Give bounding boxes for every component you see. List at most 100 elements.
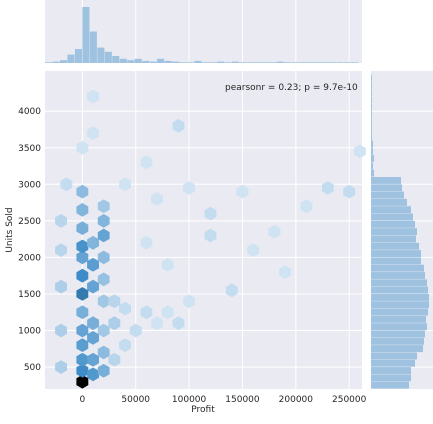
y-tick-label: 1500 xyxy=(18,290,41,300)
hexbin-cell xyxy=(140,155,153,170)
top-marginal-bar xyxy=(142,60,150,63)
right-marginal-bar xyxy=(371,140,373,148)
top-marginal-bar xyxy=(291,62,299,63)
x-tick-label: 100000 xyxy=(172,395,207,405)
top-marginal-bar xyxy=(82,7,90,63)
y-tick-label: 2000 xyxy=(18,253,41,263)
hexbin-cell xyxy=(87,126,99,140)
top-marginal-bar xyxy=(351,62,359,63)
hexbin-cell xyxy=(279,265,292,279)
top-marginal-bar xyxy=(246,62,254,63)
right-marginal-bar xyxy=(371,272,425,279)
right-marginal-bar xyxy=(371,125,372,133)
hexbin-cell xyxy=(161,305,174,320)
top-marginal-bar xyxy=(112,56,120,63)
right-marginal-bar xyxy=(371,301,429,309)
right-marginal-bar xyxy=(371,345,423,353)
hexbin-cell xyxy=(119,177,131,192)
hexbin-cell xyxy=(55,243,67,257)
top-marginal-bar xyxy=(231,61,239,63)
top-marginal-bar xyxy=(299,62,307,63)
right-marginal-bar xyxy=(371,264,424,272)
x-tick-labels: 0 50000 100000 150000 200000 250000 xyxy=(79,395,366,405)
top-marginal-bar xyxy=(321,62,329,63)
hexbin-cell xyxy=(76,305,89,320)
top-marginal-bar xyxy=(343,62,351,63)
hexbin-cell xyxy=(76,287,89,301)
hexbin-cell xyxy=(87,257,99,272)
y-tick-label: 500 xyxy=(24,363,41,373)
right-marginal-bar xyxy=(371,177,401,184)
hexbin-cell xyxy=(97,250,110,265)
right-marginal-bar xyxy=(371,213,413,221)
right-marginal-bar xyxy=(371,235,416,243)
top-marginal-bar xyxy=(97,47,105,63)
top-marginal-bar xyxy=(239,62,247,63)
hexbin-cell xyxy=(300,199,313,214)
hexbin-cell xyxy=(172,316,185,331)
top-marginal-bar xyxy=(89,31,97,63)
hexbin-cell xyxy=(321,181,334,195)
y-tick-label: 2500 xyxy=(18,217,41,227)
hexbin-cell xyxy=(76,250,89,265)
hexbin-cell xyxy=(87,279,99,294)
hexbin-layer xyxy=(55,89,366,389)
hexbin-cell xyxy=(161,257,174,272)
right-marginal-bar xyxy=(371,206,411,214)
right-marginal-bar xyxy=(371,315,426,323)
hexbin-cell xyxy=(151,316,163,331)
hexbin-cell xyxy=(76,140,89,155)
right-marginal-bar xyxy=(371,374,411,382)
hexbin-cell xyxy=(76,323,89,338)
hexbin-cell xyxy=(76,268,89,283)
right-marginal-bar xyxy=(371,74,372,82)
hexbin-cell xyxy=(183,181,195,195)
top-marginal-axes xyxy=(45,0,362,63)
right-marginal-bar xyxy=(371,103,372,111)
hexbin-cell xyxy=(225,283,238,298)
top-marginal-bar xyxy=(336,62,344,63)
hexbin-cell xyxy=(55,323,67,338)
hexbin-cell xyxy=(140,305,153,320)
hexbin-cell xyxy=(268,225,281,239)
top-marginal-bar xyxy=(254,62,262,63)
top-marginal-bar xyxy=(74,49,82,63)
hexbin-cell xyxy=(108,352,121,367)
top-marginal-bar xyxy=(179,62,187,63)
hexbin-cell xyxy=(55,279,67,294)
hexbin-cell xyxy=(55,214,67,228)
hexbin-cell xyxy=(60,177,73,192)
hexbin-cell xyxy=(97,199,110,214)
x-tick-label: 150000 xyxy=(225,395,260,405)
right-marginal-bar xyxy=(371,352,417,360)
right-marginal-bar xyxy=(371,184,402,192)
right-marginal-bar xyxy=(371,118,372,126)
hexbin-cell xyxy=(97,345,110,360)
hexbin-cell xyxy=(76,363,89,378)
right-marginal-bar xyxy=(371,133,372,141)
right-marginal-bar xyxy=(371,198,407,206)
right-marginal-bar xyxy=(371,337,424,345)
right-marginal-bar xyxy=(371,323,427,331)
x-tick-label: 200000 xyxy=(279,395,314,405)
right-marginal-bar xyxy=(371,81,372,89)
hexbin-cell xyxy=(76,221,89,235)
top-marginal-bar xyxy=(224,62,232,63)
top-marginal-bar xyxy=(276,61,284,63)
top-marginal-bar xyxy=(216,61,224,63)
top-marginal-bar xyxy=(134,58,142,63)
y-axis-label: Units Sold xyxy=(5,207,15,252)
hexbin-cell xyxy=(204,228,217,243)
hexbin-cell xyxy=(76,374,89,389)
right-marginal-bar xyxy=(371,381,409,389)
right-marginal-bar xyxy=(371,359,415,367)
hexbin-cell xyxy=(172,119,185,133)
right-marginal-bar xyxy=(371,250,421,258)
top-marginal-bar xyxy=(306,62,314,63)
hexbin-cell xyxy=(87,316,99,331)
hexbin-cell xyxy=(76,203,89,217)
hexbin-cell xyxy=(97,272,110,287)
right-marginal-bar xyxy=(371,155,374,162)
top-marginal-bar xyxy=(157,58,165,63)
right-marginal-bar xyxy=(371,111,372,119)
